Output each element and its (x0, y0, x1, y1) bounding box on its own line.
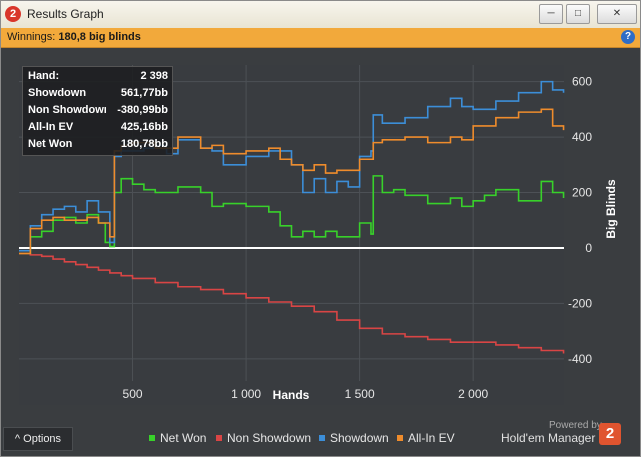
close-icon: ✕ (612, 8, 622, 19)
window-title: Results Graph (27, 7, 104, 21)
powered-by-label: Powered by (549, 420, 602, 431)
tooltip-value: 561,77bb (120, 87, 168, 99)
tooltip-row-all-in-ev: All-In EV 425,16bb (23, 120, 172, 136)
hem-brand-logo: 2 (599, 423, 621, 445)
series-lines (19, 80, 565, 354)
maximize-button[interactable]: □ (566, 4, 590, 24)
brand-name: Hold'em Manager (501, 431, 596, 445)
legend-all-in-ev[interactable]: All-In EV (397, 431, 455, 445)
tooltip-key: Hand: (28, 70, 60, 82)
legend-swatch (216, 435, 222, 441)
minimize-icon: ─ (547, 8, 555, 19)
x-tick-labels: 500 1 000 1 500 2 000 (123, 387, 489, 401)
legend-swatch (319, 435, 325, 441)
tooltip-value: 180,78bb (120, 138, 168, 150)
tooltip-value: 425,16bb (120, 121, 168, 133)
y-tick-label: 600 (572, 75, 592, 89)
legend-swatch (149, 435, 155, 441)
winnings-value: 180,8 big blinds (58, 31, 141, 43)
tooltip-row-non-showdown: Non Showdown -380,99bb (23, 103, 172, 119)
legend-swatch (397, 435, 403, 441)
legend-net-won[interactable]: Net Won (149, 431, 206, 445)
hem-logo-icon: 2 (5, 6, 21, 22)
series-line-all-in-ev (19, 108, 565, 255)
tooltip-row-hand: Hand: 2 398 (23, 69, 172, 85)
tooltip-key: Net Won (28, 138, 73, 150)
tooltip-row-showdown: Showdown 561,77bb (23, 86, 172, 102)
tooltip-row-net-won: Net Won 180,78bb (23, 137, 172, 153)
y-tick-label: 200 (572, 186, 592, 200)
tooltip-key: Non Showdown (28, 104, 106, 116)
close-button[interactable]: ✕ (597, 4, 637, 24)
legend-label: Non Showdown (227, 431, 312, 445)
y-tick-label: -400 (568, 352, 592, 366)
tooltip-key: Showdown (28, 87, 87, 99)
help-icon[interactable]: ? (621, 30, 635, 44)
winnings-bar: Winnings: 180,8 big blinds ? (1, 28, 640, 48)
legend-showdown[interactable]: Showdown (319, 431, 389, 445)
legend-label: All-In EV (408, 431, 455, 445)
legend-label: Net Won (160, 431, 207, 445)
tooltip-key: All-In EV (28, 121, 74, 133)
y-tick-label: -200 (568, 296, 592, 310)
legend-non-showdown[interactable]: Non Showdown (216, 431, 311, 445)
legend-label: Showdown (330, 431, 389, 445)
series-line-non-showdown (19, 252, 565, 354)
x-tick-label: 1 000 (231, 387, 261, 401)
y-tick-label: 400 (572, 130, 592, 144)
results-chart[interactable]: 500 1 000 1 500 2 000 -400 -200 0 200 400 600 Ha… (1, 47, 640, 425)
winnings-label: Winnings: 180,8 big blinds (7, 31, 141, 43)
winnings-label-text: Winnings: (7, 31, 56, 43)
maximize-icon: □ (574, 8, 582, 19)
title-bar[interactable]: 2 Results Graph ─ □ ✕ (1, 1, 640, 28)
minimize-button[interactable]: ─ (539, 4, 563, 24)
x-tick-label: 500 (123, 387, 143, 401)
x-axis-label: Hands (273, 388, 310, 402)
tooltip-value: -380,99bb (117, 104, 168, 116)
tooltip-value: 2 398 (140, 70, 168, 82)
y-tick-labels: -400 -200 0 200 400 600 (568, 75, 592, 366)
y-axis-label: Big Blinds (604, 179, 618, 239)
x-tick-label: 1 500 (345, 387, 375, 401)
options-button[interactable]: ^ Options (3, 427, 73, 451)
hover-tooltip: Hand: 2 398 Showdown 561,77bb Non Showdown… (22, 66, 173, 156)
x-tick-label: 2 000 (458, 387, 488, 401)
y-tick-label: 0 (585, 241, 592, 255)
